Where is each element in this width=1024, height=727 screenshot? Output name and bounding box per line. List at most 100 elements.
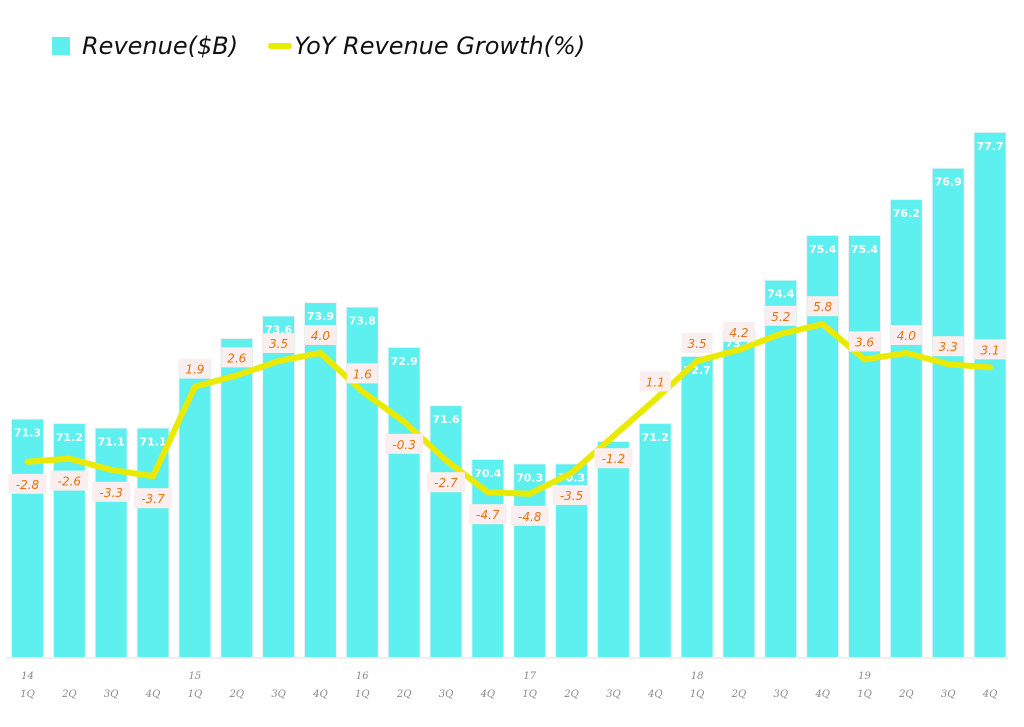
growth-label-box [134,488,173,509]
growth-label-box [849,331,880,352]
quarter-tick-label: 1Q [690,689,705,700]
revenue-data-label: 73.9 [307,310,334,323]
growth-data-label: -4.8 [518,510,542,524]
year-tick-label: 19 [858,671,871,682]
revenue-data-label: 75.4 [851,243,878,256]
quarter-tick-label: 1Q [188,689,203,700]
growth-label-box [385,433,424,454]
revenue-data-label: 71.3 [14,427,41,440]
quarter-tick-label: 2Q [228,689,244,700]
quarter-tick-label: 4Q [647,689,663,700]
growth-data-label: -2.8 [16,478,40,492]
growth-data-label: 3.5 [688,337,707,351]
quarter-tick-label: 3Q [271,689,286,700]
growth-data-label: 1.6 [353,367,372,381]
quarter-tick-label: 4Q [312,689,328,700]
year-tick-label: 16 [356,671,369,682]
growth-series: -2.8 -2.6 -3.3 -3.7 1.9 2.6 3.5 4.0 1.6 -0.3 -2.7 -… [8,296,1006,526]
growth-data-label: 4.0 [897,329,916,343]
growth-label-box [468,504,507,525]
revenue-bar [95,428,127,657]
quarter-tick-label: 2Q [898,689,914,700]
revenue-bar [890,200,922,658]
growth-label-box [974,339,1006,360]
growth-data-label: 3.3 [939,340,958,354]
revenue-bar [932,168,964,657]
revenue-bar [597,441,629,657]
quarter-tick-label: 2Q [731,689,747,700]
growth-data-label: -4.7 [476,508,500,522]
quarter-tick-label: 4Q [480,689,496,700]
growth-data-label: 2.6 [227,351,246,365]
year-tick-label: 17 [523,671,536,682]
revenue-data-label: 71.1 [98,436,125,449]
bar-series: 71.371.271.171.172.673.173.673.973.872.9… [11,131,1007,658]
revenue-data-label: 71.2 [642,431,669,444]
quarter-tick-label: 2Q [396,689,412,700]
growth-label-box [552,485,591,505]
year-tick-label: 15 [189,671,202,682]
growth-data-label: -2.6 [58,475,82,489]
growth-data-label: -1.2 [602,452,625,466]
revenue-bar [681,356,713,657]
revenue-data-label: 71.2 [56,431,83,444]
growth-label-box [304,325,336,345]
growth-label-box [92,481,131,502]
growth-data-label: 4.0 [311,329,330,343]
revenue-data-label: 75.4 [809,243,836,256]
quarter-tick-label: 2Q [563,689,579,700]
revenue-bar [849,235,880,657]
quarter-tick-label: 4Q [814,689,830,700]
growth-data-label: 5.8 [813,300,832,314]
growth-label-box [8,473,47,494]
quarter-tick-label: 1Q [355,689,370,700]
growth-data-label: -3.3 [99,486,122,500]
quarter-tick-label: 3Q [439,689,454,700]
chart-legend: Revenue($B) YoY Revenue Growth(%) [52,28,585,64]
growth-legend-label: YoY Revenue Growth(%) [294,32,586,60]
growth-data-label: -3.7 [141,492,165,506]
revenue-data-label: 77.7 [976,140,1003,153]
growth-data-label: -0.3 [392,438,415,452]
quarter-tick-label: 3Q [606,689,621,700]
revenue-data-label: 70.3 [516,471,543,484]
revenue-bar [12,419,43,657]
revenue-bar [137,428,169,657]
revenue-bar [430,406,462,657]
growth-line [24,321,994,497]
growth-label-box [510,505,549,526]
revenue-data-label: 73.8 [349,315,376,328]
growth-legend-swatch [268,43,293,49]
revenue-legend-swatch [52,37,70,55]
growth-data-label: 4.2 [729,326,748,340]
growth-label-box [639,371,671,392]
growth-label-box [179,358,211,379]
quarter-tick-label: 3Q [941,689,956,700]
revenue-bar [346,307,378,657]
quarter-tick-label: 4Q [982,689,998,700]
revenue-data-label: 70.4 [474,467,501,480]
growth-label-box [681,333,713,353]
growth-data-label: 3.1 [981,343,1000,357]
revenue-bar [723,329,755,657]
revenue-data-label: 76.9 [935,176,962,189]
quarter-tick-label: 1Q [20,689,35,700]
growth-label-box [890,325,922,345]
growth-label-box [765,305,797,326]
revenue-bar [765,280,797,657]
growth-label-box [221,347,253,368]
revenue-data-label: 71.1 [139,436,166,449]
year-tick-label: 18 [691,671,704,682]
growth-data-label: 3.5 [269,337,288,351]
growth-label-box [263,333,295,353]
growth-label-box [807,296,839,317]
quarter-tick-label: 3Q [774,689,789,700]
quarter-tick-label: 3Q [104,689,119,700]
revenue-data-label: 72.9 [391,355,418,368]
quarter-tick-label: 1Q [857,689,872,700]
quarter-tick-label: 2Q [61,689,77,700]
revenue-bar [639,424,671,657]
revenue-bar [974,132,1006,658]
growth-data-label: 1.1 [646,375,665,389]
